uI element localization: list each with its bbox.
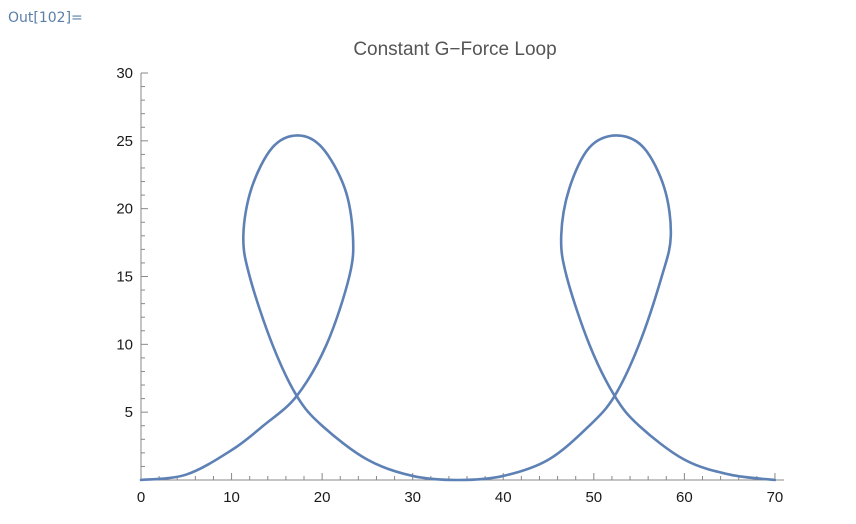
chart-title: Constant G−Force Loop — [353, 39, 556, 60]
y-tick-label: 30 — [116, 65, 133, 82]
y-tick-label: 5 — [125, 404, 133, 421]
x-tick-label: 70 — [767, 489, 784, 506]
x-tick-label: 10 — [223, 489, 240, 506]
axes: 0 10 20 30 40 50 60 70 5 10 15 20 25 30 — [116, 65, 784, 506]
x-tick-label: 50 — [585, 489, 602, 506]
series-line — [139, 134, 777, 482]
y-tick-label: 15 — [116, 269, 133, 286]
x-tick-label: 30 — [404, 489, 421, 506]
x-tick-label: 60 — [676, 489, 693, 506]
x-tick-label: 40 — [495, 489, 512, 506]
plot-area — [139, 134, 777, 482]
y-tick-label: 10 — [116, 336, 133, 353]
x-tick-label: 0 — [137, 489, 145, 506]
output-cell-label: Out[102]= — [8, 10, 83, 26]
x-tick-label: 20 — [314, 489, 331, 506]
y-tick-label: 25 — [116, 133, 133, 150]
y-tick-label: 20 — [116, 201, 133, 218]
